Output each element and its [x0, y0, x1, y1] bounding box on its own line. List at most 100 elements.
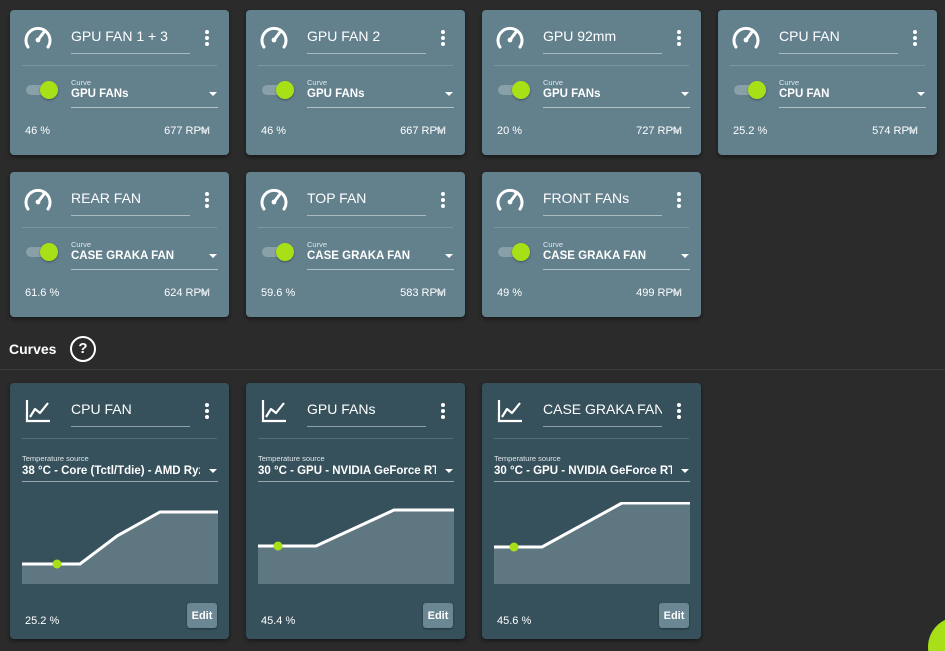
chevron-down-icon[interactable] — [197, 125, 211, 135]
chevron-down-icon[interactable] — [669, 125, 683, 135]
divider — [22, 65, 217, 66]
floating-action-button[interactable] — [928, 617, 945, 651]
temperature-source-select[interactable]: Temperature source 38 °C - Core (Tctl/Td… — [22, 454, 218, 482]
speedometer-icon — [260, 188, 288, 211]
speedometer-icon — [496, 26, 524, 49]
fan-name-field[interactable]: GPU FAN 2 — [307, 28, 426, 54]
more-vertical-icon[interactable] — [673, 190, 685, 210]
temperature-source-value: 30 °C - GPU - NVIDIA GeForce RTX — [494, 465, 672, 477]
curve-select-value: CASE GRAKA FAN — [543, 250, 647, 262]
fan-card: CPU FAN Curve CPU FAN 25.2 % 574 RPM — [718, 10, 937, 155]
chevron-down-icon[interactable] — [433, 287, 447, 297]
curve-card: GPU FANs Temperature source 30 °C - GPU … — [246, 383, 465, 639]
curve-select[interactable]: Curve GPU FANs — [71, 78, 218, 108]
dropdown-arrow-icon — [681, 92, 689, 96]
fan-enable-toggle[interactable] — [734, 81, 766, 99]
chevron-down-icon[interactable] — [905, 125, 919, 135]
fan-name-field[interactable]: FRONT FANs — [543, 190, 662, 216]
more-vertical-icon[interactable] — [437, 190, 449, 210]
more-vertical-icon[interactable] — [201, 401, 213, 421]
more-vertical-icon[interactable] — [201, 28, 213, 48]
curve-select-label: Curve — [543, 78, 564, 87]
fan-percent: 59.6 % — [261, 287, 296, 299]
curve-card: CPU FAN Temperature source 38 °C - Core … — [10, 383, 229, 639]
more-vertical-icon[interactable] — [673, 401, 685, 421]
fan-rpm: 583 RPM — [400, 287, 446, 299]
fan-rpm: 499 RPM — [636, 287, 682, 299]
more-vertical-icon[interactable] — [909, 28, 921, 48]
more-vertical-icon[interactable] — [673, 28, 685, 48]
curve-select-value: GPU FANs — [307, 88, 365, 100]
edit-curve-button[interactable]: Edit — [423, 603, 453, 628]
fan-card: GPU 92mm Curve GPU FANs 20 % 727 RPM — [482, 10, 701, 155]
fan-name-field[interactable]: GPU 92mm — [543, 28, 662, 54]
speedometer-icon — [496, 188, 524, 211]
temperature-source-label: Temperature source — [22, 454, 89, 463]
fan-enable-toggle[interactable] — [498, 81, 530, 99]
dropdown-arrow-icon — [445, 469, 453, 473]
divider — [22, 438, 217, 439]
divider — [22, 227, 217, 228]
divider — [258, 438, 453, 439]
curve-fill — [258, 510, 454, 584]
curves-section-title: Curves — [9, 341, 57, 357]
speedometer-icon — [24, 188, 52, 211]
curve-name-field[interactable]: GPU FANs — [307, 401, 426, 427]
divider — [494, 438, 689, 439]
fan-card: REAR FAN Curve CASE GRAKA FAN 61.6 % 624… — [10, 172, 229, 317]
more-vertical-icon[interactable] — [201, 190, 213, 210]
fan-enable-toggle[interactable] — [26, 243, 58, 261]
fan-enable-toggle[interactable] — [26, 81, 58, 99]
curve-fill — [494, 503, 690, 584]
curve-select-value: CASE GRAKA FAN — [307, 250, 411, 262]
curve-select[interactable]: Curve CPU FAN — [779, 78, 926, 108]
dropdown-arrow-icon — [209, 254, 217, 258]
line-chart-icon — [497, 400, 522, 423]
fan-enable-toggle[interactable] — [262, 81, 294, 99]
more-vertical-icon[interactable] — [437, 401, 449, 421]
section-divider — [0, 369, 945, 370]
line-chart-icon — [25, 400, 50, 423]
fan-card: FRONT FANs Curve CASE GRAKA FAN 49 % 499… — [482, 172, 701, 317]
temperature-source-label: Temperature source — [258, 454, 325, 463]
fan-name-field[interactable]: CPU FAN — [779, 28, 898, 54]
fan-name-field[interactable]: TOP FAN — [307, 190, 426, 216]
fan-name-field[interactable]: REAR FAN — [71, 190, 190, 216]
fan-card: GPU FAN 2 Curve GPU FANs 46 % 667 RPM — [246, 10, 465, 155]
dropdown-arrow-icon — [681, 254, 689, 258]
curve-select[interactable]: Curve CASE GRAKA FAN — [71, 240, 218, 270]
fan-percent: 49 % — [497, 287, 523, 299]
divider — [258, 65, 453, 66]
fan-card: TOP FAN Curve CASE GRAKA FAN 59.6 % 583 … — [246, 172, 465, 317]
curve-select[interactable]: Curve CASE GRAKA FAN — [307, 240, 454, 270]
edit-curve-button[interactable]: Edit — [187, 603, 217, 628]
fan-rpm: 574 RPM — [872, 125, 918, 137]
fan-enable-toggle[interactable] — [498, 243, 530, 261]
chevron-down-icon[interactable] — [433, 125, 447, 135]
fan-rpm: 624 RPM — [164, 287, 210, 299]
edit-curve-button[interactable]: Edit — [659, 603, 689, 628]
fan-enable-toggle[interactable] — [262, 243, 294, 261]
help-circle-icon[interactable]: ? — [70, 336, 96, 362]
chevron-down-icon[interactable] — [669, 287, 683, 297]
more-vertical-icon[interactable] — [437, 28, 449, 48]
curve-name-field[interactable]: CPU FAN — [71, 401, 190, 427]
current-point-marker — [273, 541, 283, 551]
curve-select[interactable]: Curve GPU FANs — [543, 78, 690, 108]
divider — [730, 65, 925, 66]
dropdown-arrow-icon — [681, 469, 689, 473]
curve-select-label: Curve — [779, 78, 800, 87]
fan-curve-graph — [22, 510, 218, 584]
fan-percent: 46 % — [261, 125, 287, 137]
curve-select[interactable]: Curve CASE GRAKA FAN — [543, 240, 690, 270]
fan-name-field[interactable]: GPU FAN 1 + 3 — [71, 28, 190, 54]
fan-percent: 61.6 % — [25, 287, 60, 299]
chevron-down-icon[interactable] — [197, 287, 211, 297]
curve-name-field[interactable]: CASE GRAKA FAN — [543, 401, 662, 427]
temperature-source-select[interactable]: Temperature source 30 °C - GPU - NVIDIA … — [494, 454, 690, 482]
fan-curve-graph — [494, 502, 690, 584]
fan-rpm: 677 RPM — [164, 125, 210, 137]
curve-select[interactable]: Curve GPU FANs — [307, 78, 454, 108]
temperature-source-select[interactable]: Temperature source 30 °C - GPU - NVIDIA … — [258, 454, 454, 482]
dropdown-arrow-icon — [917, 92, 925, 96]
